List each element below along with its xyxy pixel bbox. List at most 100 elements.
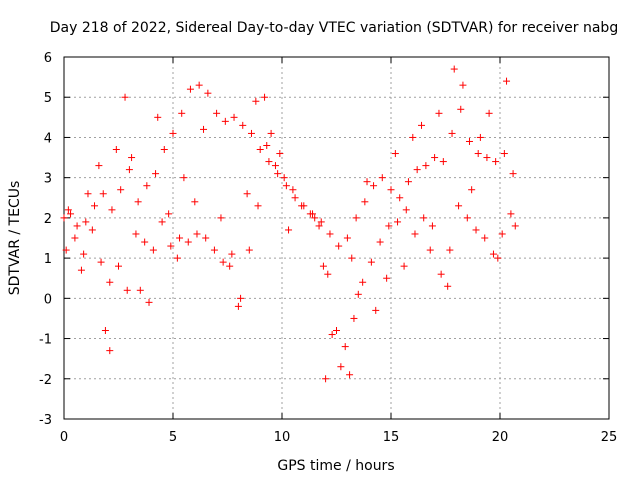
data-point xyxy=(391,150,399,158)
data-point xyxy=(176,234,184,242)
data-point xyxy=(291,194,299,202)
data-point xyxy=(400,262,408,270)
data-point xyxy=(228,250,236,258)
data-point xyxy=(219,258,227,266)
data-point xyxy=(106,278,114,286)
data-point xyxy=(256,146,264,154)
data-point xyxy=(160,146,168,154)
data-point xyxy=(337,363,345,371)
data-point xyxy=(437,270,445,278)
data-point xyxy=(64,206,72,214)
data-point xyxy=(289,186,297,194)
series-3 xyxy=(64,65,519,383)
data-point xyxy=(200,125,208,133)
data-point xyxy=(468,186,476,194)
data-point xyxy=(311,214,319,222)
data-point xyxy=(84,190,92,198)
data-point xyxy=(450,65,458,73)
data-point xyxy=(141,238,149,246)
data-point xyxy=(359,278,367,286)
x-axis-label: GPS time / hours xyxy=(277,458,394,474)
data-point xyxy=(383,274,391,282)
y-tick-label: 2 xyxy=(44,212,52,227)
data-point xyxy=(180,174,188,182)
data-point xyxy=(372,306,380,314)
data-point xyxy=(285,226,293,234)
x-tick-label: 20 xyxy=(492,430,509,445)
data-point xyxy=(178,109,186,117)
data-point xyxy=(77,266,85,274)
data-point xyxy=(121,93,129,101)
data-point xyxy=(252,97,260,105)
data-point xyxy=(136,286,144,294)
data-point xyxy=(367,258,375,266)
y-tick-label: -2 xyxy=(39,373,52,388)
data-point xyxy=(455,202,463,210)
y-tick-label: -3 xyxy=(39,413,52,428)
data-point xyxy=(123,286,131,294)
data-point xyxy=(169,129,177,137)
data-point xyxy=(428,222,436,230)
data-point xyxy=(435,109,443,117)
data-point xyxy=(463,214,471,222)
data-point xyxy=(363,178,371,186)
data-point xyxy=(348,254,356,262)
data-point xyxy=(97,258,105,266)
data-point xyxy=(221,117,229,125)
data-point xyxy=(326,230,334,238)
data-point xyxy=(402,206,410,214)
chart-title: Day 218 of 2022, Sidereal Day-to-day VTE… xyxy=(50,20,618,36)
data-point xyxy=(230,113,238,121)
data-point xyxy=(204,89,212,97)
data-point xyxy=(128,154,136,162)
data-point xyxy=(350,314,358,322)
data-point xyxy=(503,77,511,85)
data-point xyxy=(376,238,384,246)
data-point xyxy=(101,327,109,335)
y-tick-label: 4 xyxy=(44,131,52,146)
data-point xyxy=(108,206,116,214)
y-tick-label: 3 xyxy=(44,172,52,187)
data-point xyxy=(485,109,493,117)
data-point xyxy=(509,170,517,178)
data-point xyxy=(439,158,447,166)
data-point xyxy=(202,234,210,242)
data-point xyxy=(132,230,140,238)
x-tick-label: 25 xyxy=(601,430,618,445)
data-point xyxy=(254,202,262,210)
data-point xyxy=(426,246,434,254)
data-point xyxy=(195,81,203,89)
data-point xyxy=(67,210,75,218)
data-point xyxy=(210,246,218,254)
data-point xyxy=(165,210,173,218)
data-point xyxy=(184,238,192,246)
data-point xyxy=(378,174,386,182)
data-point xyxy=(226,262,234,270)
y-tick-label: 6 xyxy=(44,51,52,66)
y-tick-label: 1 xyxy=(44,252,52,267)
data-point xyxy=(60,214,68,222)
y-tick-label: -1 xyxy=(39,333,52,348)
data-point xyxy=(149,246,157,254)
data-point xyxy=(154,113,162,121)
data-point xyxy=(489,250,497,258)
y-tick-label: 0 xyxy=(44,292,52,307)
data-point xyxy=(88,226,96,234)
data-point xyxy=(145,298,153,306)
data-point xyxy=(298,202,306,210)
data-point xyxy=(71,234,79,242)
data-point xyxy=(134,198,142,206)
data-point xyxy=(346,371,354,379)
data-point xyxy=(500,150,508,158)
data-point xyxy=(394,218,402,226)
data-point xyxy=(333,327,340,335)
data-point xyxy=(498,230,506,238)
data-point xyxy=(481,234,489,242)
x-tick-label: 10 xyxy=(274,430,291,445)
data-point xyxy=(186,85,194,93)
data-point xyxy=(274,170,282,178)
data-point xyxy=(354,290,362,298)
data-point xyxy=(234,302,242,310)
grid-lines xyxy=(64,57,609,419)
